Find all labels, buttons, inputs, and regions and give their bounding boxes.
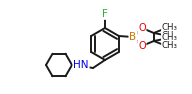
Text: CH₃: CH₃ xyxy=(162,30,178,39)
Text: B: B xyxy=(129,32,137,42)
Text: CH₃: CH₃ xyxy=(162,33,178,42)
Text: CH₃: CH₃ xyxy=(162,24,178,33)
Text: HN: HN xyxy=(73,60,89,70)
Text: F: F xyxy=(102,9,108,19)
Text: O: O xyxy=(138,23,146,33)
Text: CH₃: CH₃ xyxy=(162,41,178,50)
Text: O: O xyxy=(138,41,146,51)
